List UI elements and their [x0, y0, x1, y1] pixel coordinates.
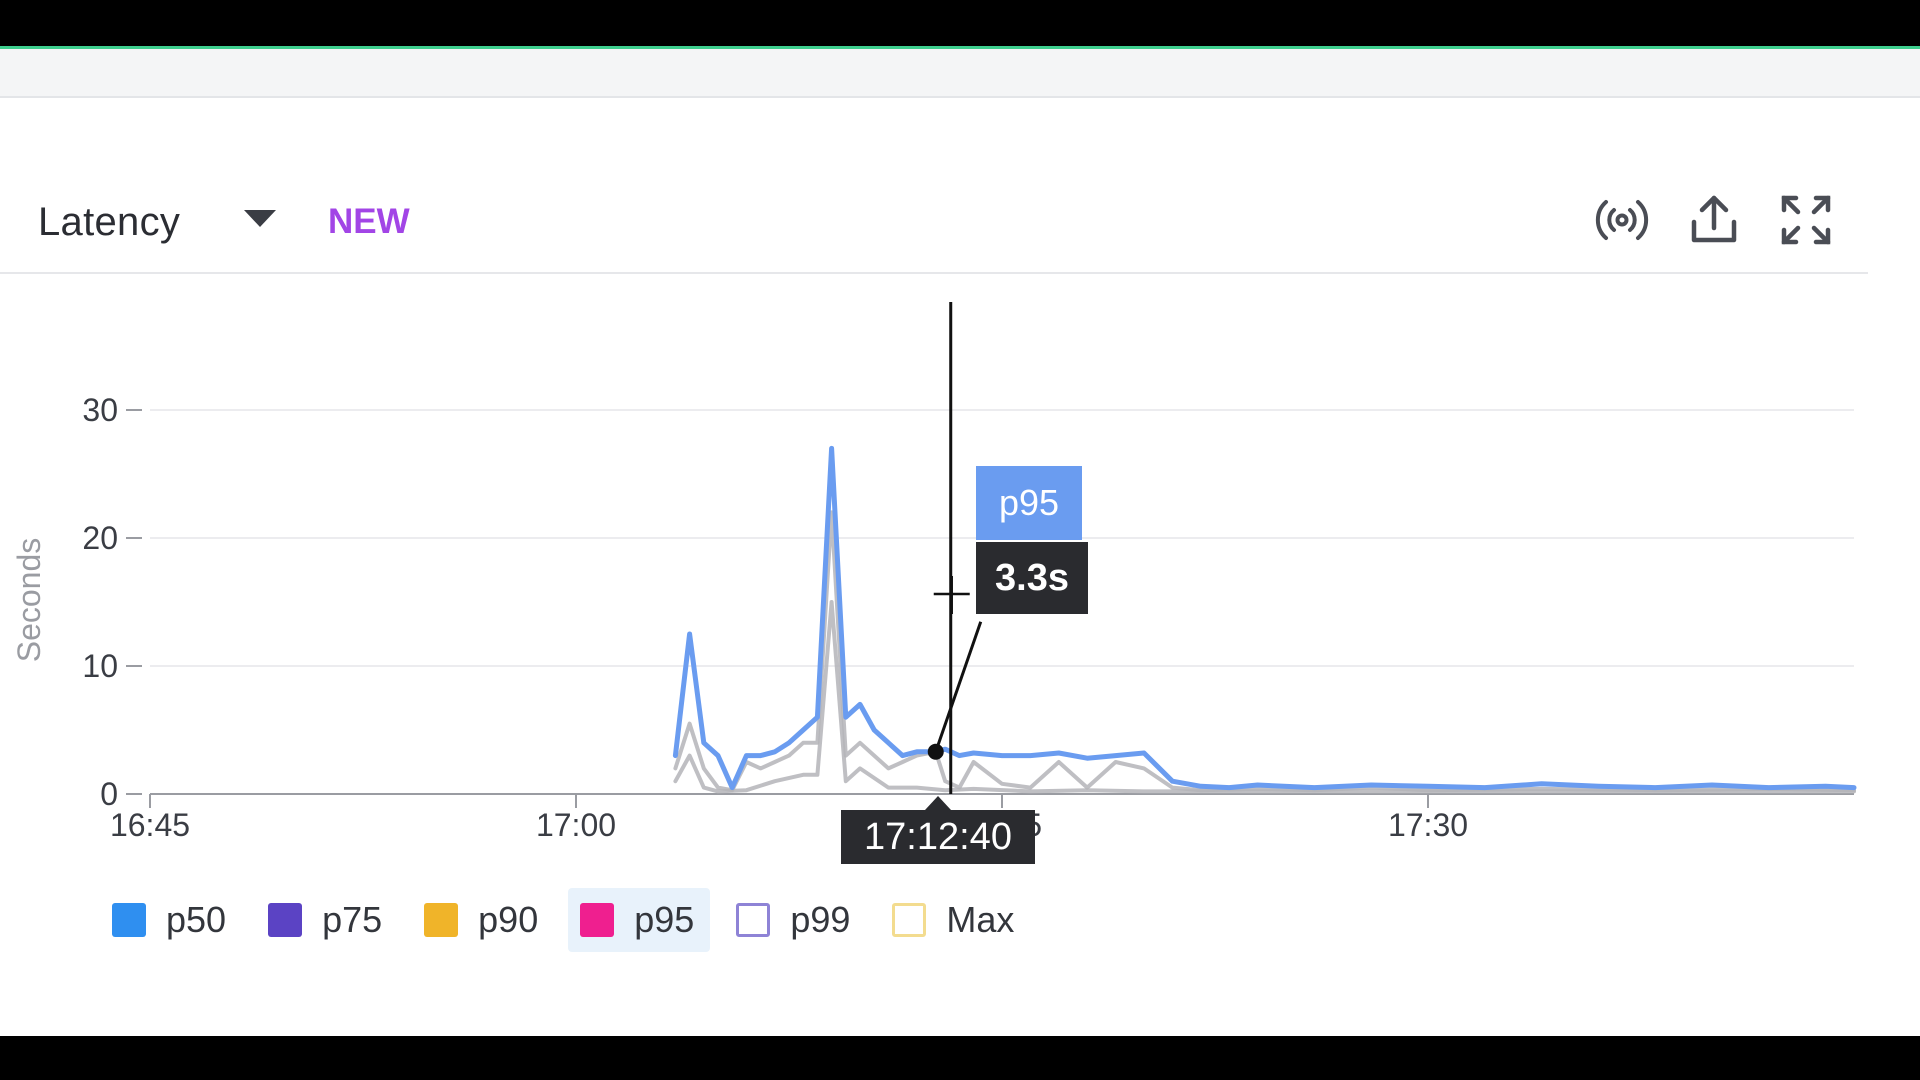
widget-header: Latency NEW: [0, 162, 1868, 274]
chart-legend: p50 p75 p90 p95 p99 Max: [100, 888, 1044, 952]
legend-item-p50[interactable]: p50: [100, 888, 242, 952]
legend-swatch-p75: [268, 903, 303, 937]
legend-label-p50: p50: [166, 899, 227, 940]
legend-swatch-max: [892, 903, 927, 937]
legend-item-p95[interactable]: p95: [568, 888, 711, 952]
legend-label-p99: p99: [790, 899, 851, 940]
widget-title[interactable]: Latency: [38, 200, 181, 244]
legend-item-max[interactable]: Max: [880, 888, 1030, 952]
x-tick-label: 17:30: [1388, 807, 1468, 843]
series-line-p75: [673, 600, 1856, 794]
y-tick-label: 30: [82, 392, 118, 428]
legend-swatch-p99: [736, 903, 771, 937]
new-badge: NEW: [328, 202, 410, 241]
y-tick-label: 0: [100, 776, 118, 812]
series-line-p90: [673, 510, 1856, 793]
legend-swatch-p90: [424, 903, 459, 937]
legend-item-p90[interactable]: p90: [412, 888, 554, 952]
tooltip-series-label: p95: [976, 466, 1082, 540]
legend-label-p90: p90: [478, 899, 539, 940]
hover-point: [927, 743, 944, 760]
share-export-icon[interactable]: [1682, 188, 1746, 252]
chevron-down-icon[interactable]: [244, 210, 276, 227]
live-signal-icon[interactable]: [1588, 188, 1652, 252]
y-tick-label: 20: [82, 520, 118, 556]
y-tick-label: 10: [82, 648, 118, 684]
x-tick-label: 17:00: [536, 807, 616, 843]
tooltip-value: 3.3s: [976, 542, 1088, 614]
legend-label-p75: p75: [322, 899, 383, 940]
legend-item-p99[interactable]: p99: [724, 888, 866, 952]
dashboard-frame: Latency NEW: [0, 46, 1920, 1036]
legend-label-p95: p95: [634, 899, 695, 940]
time-tooltip-arrow: [925, 796, 951, 810]
series-line-p95: [672, 445, 1857, 791]
fullscreen-expand-icon[interactable]: [1774, 188, 1838, 252]
dashboard-top-strip: [0, 46, 1920, 98]
legend-item-p75[interactable]: p75: [256, 888, 398, 952]
legend-swatch-p50: [112, 903, 146, 937]
x-tick-label: 16:45: [110, 807, 190, 843]
y-axis-title: Seconds: [11, 538, 47, 663]
time-tooltip: 17:12:40: [841, 810, 1035, 864]
legend-label-max: Max: [946, 899, 1015, 940]
tooltip-connector: [934, 621, 983, 753]
legend-swatch-p95: [580, 903, 615, 937]
